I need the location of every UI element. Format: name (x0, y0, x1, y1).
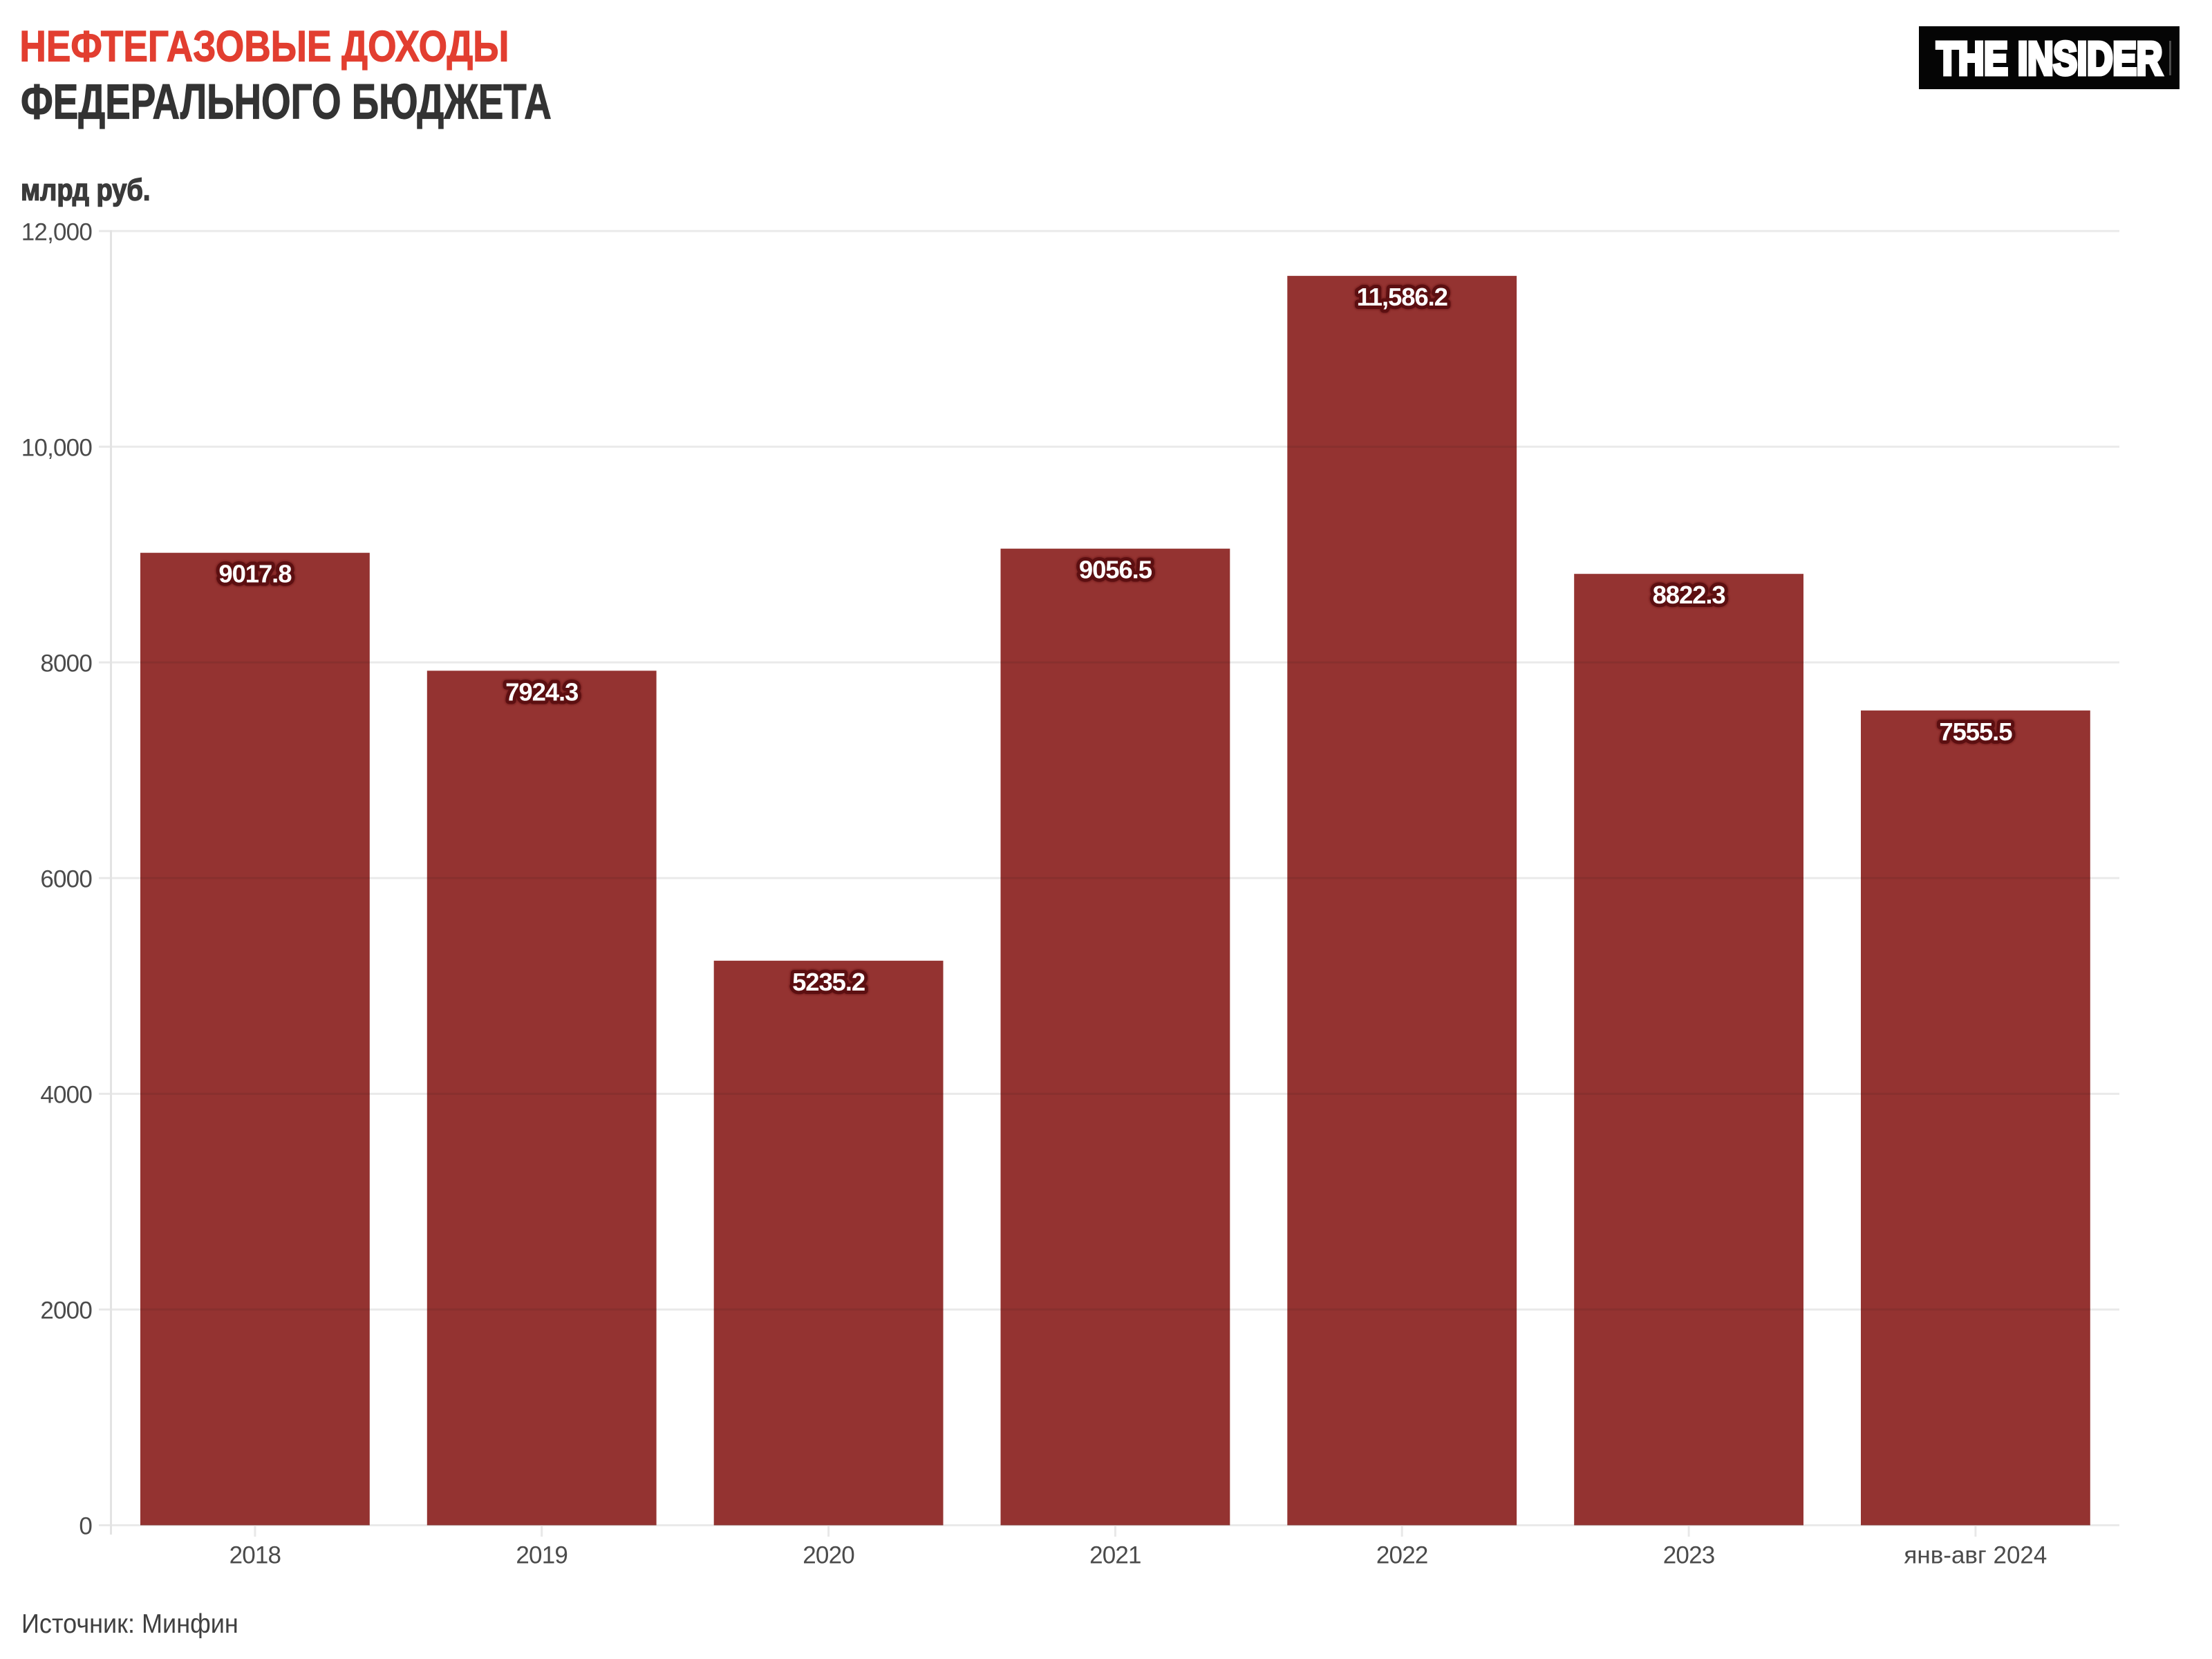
svg-text:9056.5: 9056.5 (1079, 556, 1152, 584)
svg-text:11,586.2: 11,586.2 (1357, 283, 1447, 311)
svg-text:8822.3: 8822.3 (1653, 581, 1725, 609)
svg-text:9056.5: 9056.5 (1079, 556, 1152, 584)
svg-text:ФЕДЕРАЛЬНОГО БЮДЖЕТА: ФЕДЕРАЛЬНОГО БЮДЖЕТА (21, 75, 552, 130)
svg-text:7924.3: 7924.3 (505, 677, 578, 706)
svg-text:2019: 2019 (516, 1542, 568, 1569)
svg-text:11,586.2: 11,586.2 (1357, 283, 1447, 311)
svg-text:2020: 2020 (803, 1542, 854, 1569)
svg-text:млрд руб.: млрд руб. (21, 173, 151, 207)
svg-text:8822.3: 8822.3 (1653, 581, 1725, 609)
svg-text:8000: 8000 (40, 650, 92, 677)
svg-text:7555.5: 7555.5 (1939, 718, 2012, 746)
svg-text:9017.8: 9017.8 (218, 560, 292, 588)
svg-text:7924.3: 7924.3 (505, 677, 578, 706)
svg-text:2000: 2000 (40, 1297, 92, 1324)
svg-text:5235.2: 5235.2 (792, 968, 865, 996)
svg-text:10,000: 10,000 (21, 434, 93, 461)
svg-text:12,000: 12,000 (21, 218, 93, 245)
svg-text:2022: 2022 (1376, 1542, 1428, 1569)
svg-text:5235.2: 5235.2 (792, 968, 865, 996)
svg-text:9017.8: 9017.8 (218, 560, 292, 588)
svg-text:7555.5: 7555.5 (1939, 718, 2012, 746)
svg-text:2023: 2023 (1663, 1542, 1715, 1569)
svg-text:4000: 4000 (40, 1081, 92, 1108)
svg-text:THE INSIDER: THE INSIDER (1937, 32, 2163, 84)
svg-text:2018: 2018 (229, 1542, 281, 1569)
svg-text:Источник: Минфин: Источник: Минфин (21, 1609, 238, 1638)
svg-text:2021: 2021 (1089, 1542, 1141, 1569)
svg-text:янв-авг 2024: янв-авг 2024 (1904, 1542, 2047, 1569)
svg-text:НЕФТЕГАЗОВЫЕ ДОХОДЫ: НЕФТЕГАЗОВЫЕ ДОХОДЫ (19, 22, 509, 71)
svg-text:0: 0 (79, 1513, 92, 1540)
svg-text:6000: 6000 (40, 865, 92, 892)
